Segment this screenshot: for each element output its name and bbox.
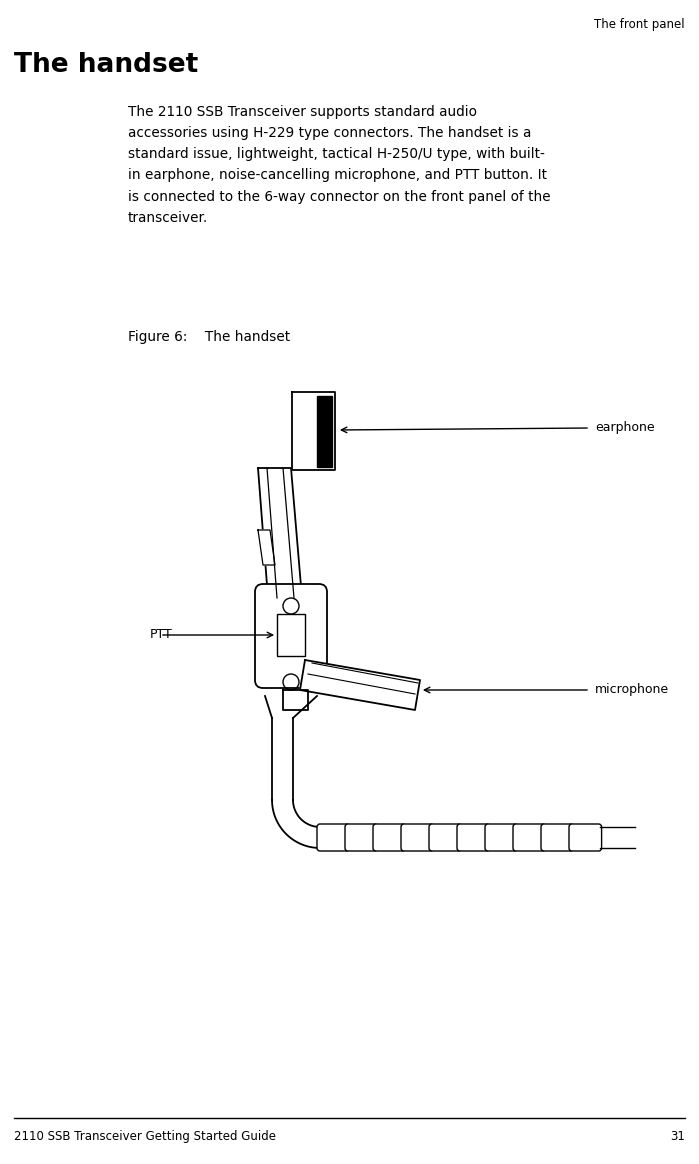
Text: PTT: PTT — [150, 629, 173, 641]
FancyBboxPatch shape — [255, 584, 327, 688]
Text: 2110 SSB Transceiver Getting Started Guide: 2110 SSB Transceiver Getting Started Gui… — [14, 1130, 276, 1143]
FancyBboxPatch shape — [373, 824, 405, 851]
Text: The handset: The handset — [14, 52, 199, 78]
FancyBboxPatch shape — [485, 824, 517, 851]
FancyBboxPatch shape — [569, 824, 602, 851]
FancyBboxPatch shape — [345, 824, 377, 851]
Text: 31: 31 — [670, 1130, 685, 1143]
Polygon shape — [283, 690, 308, 710]
FancyBboxPatch shape — [513, 824, 546, 851]
Polygon shape — [292, 392, 335, 470]
FancyBboxPatch shape — [429, 824, 461, 851]
Text: microphone: microphone — [595, 683, 669, 696]
Bar — [277, 613, 305, 656]
Polygon shape — [258, 530, 275, 565]
Polygon shape — [300, 660, 420, 710]
FancyBboxPatch shape — [317, 824, 350, 851]
Text: earphone: earphone — [595, 421, 655, 434]
FancyBboxPatch shape — [457, 824, 489, 851]
Polygon shape — [317, 396, 332, 467]
FancyBboxPatch shape — [401, 824, 433, 851]
Text: The front panel: The front panel — [594, 17, 685, 31]
Text: Figure 6:    The handset: Figure 6: The handset — [128, 331, 290, 345]
Text: The 2110 SSB Transceiver supports standard audio
accessories using H-229 type co: The 2110 SSB Transceiver supports standa… — [128, 105, 551, 225]
FancyBboxPatch shape — [541, 824, 574, 851]
Polygon shape — [258, 468, 302, 598]
